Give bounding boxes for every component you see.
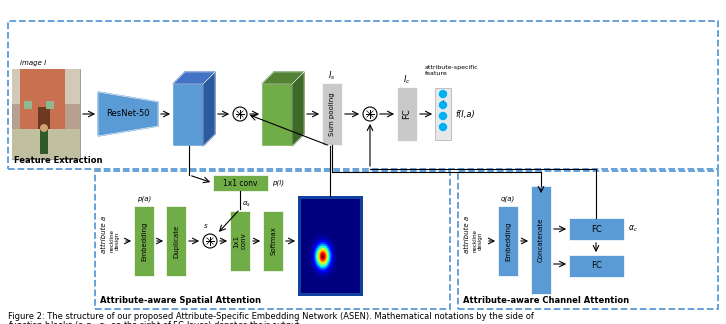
Bar (12, 129, 80, 159)
Bar (569, 218, 624, 240)
Text: f(I,a): f(I,a) (455, 110, 475, 119)
Text: Sum pooling: Sum pooling (329, 92, 335, 136)
Text: Attribute-aware Channel Attention: Attribute-aware Channel Attention (463, 296, 629, 305)
Bar (298, 196, 363, 296)
Text: neckline
design: neckline design (110, 229, 121, 252)
Text: FC: FC (402, 109, 412, 119)
Bar (322, 83, 342, 145)
Circle shape (439, 89, 447, 98)
Text: function blocks (e.g., $\alpha_c$ on the right of FC layer) denotes their output: function blocks (e.g., $\alpha_c$ on the… (8, 319, 303, 324)
Text: s: s (204, 223, 208, 229)
Bar (12, 69, 80, 159)
Polygon shape (98, 92, 158, 136)
Text: Concatenate: Concatenate (538, 218, 544, 262)
Polygon shape (292, 72, 304, 146)
Text: Feature Extraction: Feature Extraction (14, 156, 102, 165)
Text: Embedding: Embedding (141, 221, 147, 261)
Bar (46, 101, 54, 109)
Text: Softmax: Softmax (270, 226, 276, 255)
Bar (166, 206, 186, 276)
Text: ResNet-50: ResNet-50 (106, 110, 150, 119)
Bar (435, 88, 451, 140)
Bar (531, 186, 551, 294)
Bar (569, 255, 624, 277)
Text: $\alpha_c$: $\alpha_c$ (628, 224, 638, 234)
Bar (397, 87, 417, 141)
Circle shape (439, 111, 447, 121)
Bar (230, 211, 250, 271)
Circle shape (439, 100, 447, 110)
Text: FC: FC (591, 225, 601, 234)
Bar (20, 69, 65, 129)
Polygon shape (203, 72, 215, 146)
Bar (38, 107, 50, 129)
Circle shape (439, 122, 447, 132)
Bar (213, 175, 268, 191)
Bar (498, 206, 518, 276)
Circle shape (363, 107, 377, 121)
Text: 1x1
conv: 1x1 conv (234, 233, 247, 249)
Text: attribute-specific: attribute-specific (425, 65, 478, 70)
Bar (40, 129, 48, 154)
Text: attribute a: attribute a (464, 215, 470, 253)
Bar (134, 206, 154, 276)
Bar (12, 69, 80, 104)
Bar (262, 84, 292, 146)
Text: $I_c$: $I_c$ (403, 73, 411, 86)
Text: FC: FC (591, 261, 601, 271)
Polygon shape (262, 72, 304, 84)
Text: Figure 2: The structure of our proposed Attribute-Specific Embedding Network (AS: Figure 2: The structure of our proposed … (8, 312, 534, 321)
Text: feature: feature (425, 71, 448, 76)
Circle shape (233, 107, 247, 121)
Text: image I: image I (20, 60, 46, 66)
Text: neckline
design: neckline design (473, 229, 484, 252)
Bar (173, 84, 203, 146)
Text: p(a): p(a) (137, 196, 151, 202)
Text: Attribute-aware Spatial Attention: Attribute-aware Spatial Attention (100, 296, 261, 305)
Circle shape (203, 234, 217, 248)
Text: Duplicate: Duplicate (173, 225, 179, 258)
Text: p(l): p(l) (272, 180, 284, 186)
Text: $\alpha_s$: $\alpha_s$ (242, 200, 251, 209)
Bar (263, 211, 283, 271)
Text: 1x1 conv: 1x1 conv (223, 179, 257, 188)
Circle shape (40, 124, 48, 132)
Text: q(a): q(a) (501, 196, 515, 202)
Text: attribute a: attribute a (101, 215, 107, 253)
Text: Embedding: Embedding (505, 221, 511, 261)
Polygon shape (173, 72, 215, 84)
Bar (24, 101, 32, 109)
Text: $I_s$: $I_s$ (328, 70, 335, 83)
